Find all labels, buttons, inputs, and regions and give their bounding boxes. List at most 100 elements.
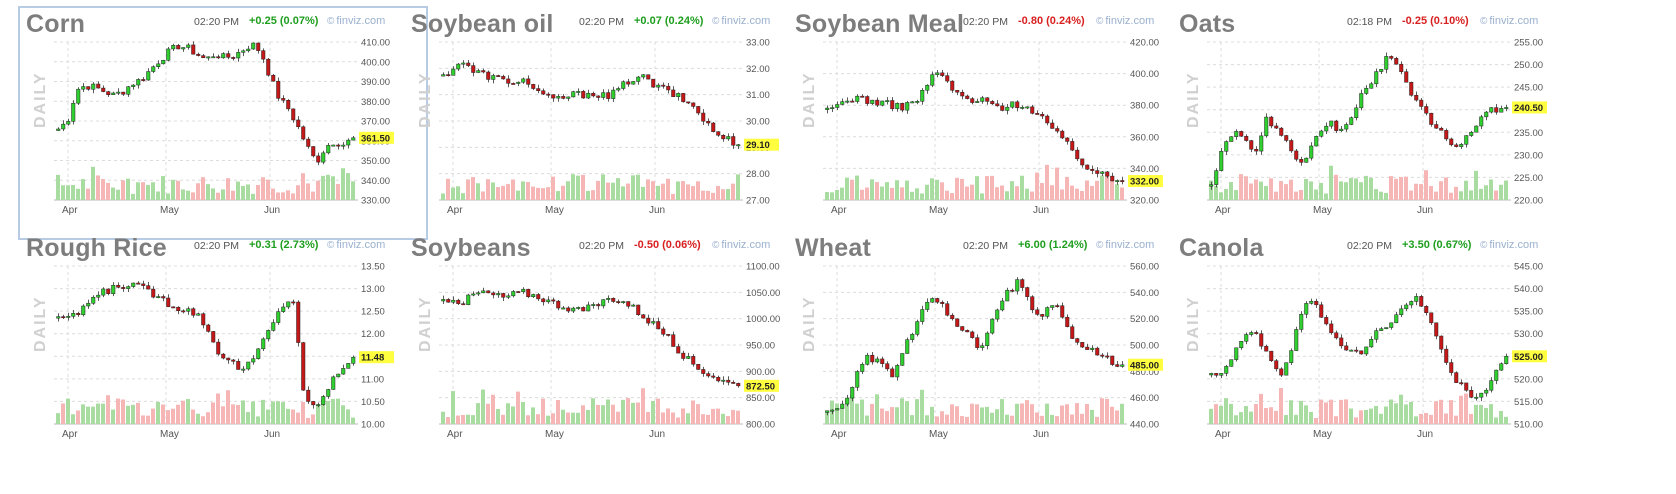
candle-body [466,62,471,66]
volume-bar [1429,186,1433,200]
volume-bar [521,401,525,424]
volume-bar [895,407,899,424]
candle-body [121,91,126,95]
y-tick-label: 380.00 [361,97,390,108]
volume-bar [501,414,505,424]
chart-panel-soybean-meal[interactable]: Soybean Meal 02:20 PM -0.80 (0.24%) © fin… [787,6,1197,240]
volume-bar [1269,407,1273,424]
candlestick-chart: 255.00250.00245.00240.00235.00230.00225.… [1207,38,1547,216]
volume-bar [161,176,165,200]
last-price-badge [359,351,394,364]
source-link[interactable]: © finviz.com [1480,15,1538,27]
candle-body [151,66,156,72]
source-link[interactable]: © finviz.com [1096,239,1154,251]
chart-panel-soybeans[interactable]: Soybeans 02:20 PM -0.50 (0.06%) © finviz.… [403,230,813,464]
volume-bar [136,402,140,424]
candle-body [1459,144,1464,147]
chart-panel-corn[interactable]: Corn 02:20 PM +0.25 (0.07%) © finviz.com … [18,6,428,240]
volume-bar [301,402,305,424]
volume-bar [910,191,914,200]
candle-body [1110,355,1115,365]
candle-body [651,321,656,324]
source-link[interactable]: © finviz.com [327,239,385,251]
candle-body [1060,305,1065,318]
volume-bar [351,181,355,200]
candle-body [696,106,701,114]
y-tick-label: 380.00 [1130,101,1159,112]
volume-bar [905,180,909,200]
volume-bar [855,403,859,424]
volume-bar [870,403,874,424]
y-tick-label: 225.00 [1514,173,1543,184]
chart-panel-wheat[interactable]: Wheat 02:20 PM +6.00 (1.24%) © finviz.com… [787,230,1197,464]
candle-body [236,52,241,59]
candle-body [146,71,151,81]
candle-body [1319,130,1324,137]
candle-body [1100,354,1105,357]
candle-body [825,410,830,413]
candle-body [156,63,161,67]
volume-bar [306,417,310,424]
candle-body [1499,108,1504,113]
candle-body [601,92,606,98]
chart-panel-oats[interactable]: Oats 02:18 PM -0.25 (0.10%) © finviz.com … [1171,6,1581,240]
volume-bar [446,178,450,200]
volume-bar [196,413,200,424]
quote-time: 02:20 PM [579,240,624,252]
volume-bar [611,182,615,200]
candle-body [1479,392,1484,398]
candle-body [930,74,935,86]
volume-bar [1314,189,1318,200]
volume-bar [1489,404,1493,424]
volume-bar [561,185,565,200]
source-link[interactable]: © finviz.com [327,15,385,27]
candle-body [736,383,741,387]
volume-bar [865,187,869,200]
candle-body [326,145,331,154]
chart-panel-rough-rice[interactable]: Rough Rice 02:20 PM +0.31 (2.73%) © finvi… [18,230,428,464]
candle-body [1050,122,1055,129]
candle-body [1264,116,1269,137]
candle-body [1239,340,1244,349]
candle-body [581,91,586,99]
volume-bar [241,185,245,200]
candle-body [1374,330,1379,340]
y-tick-label: 28.00 [746,169,770,180]
source-link[interactable]: © finviz.com [1480,239,1538,251]
chart-title: Wheat [795,234,871,262]
candle-body [181,310,186,313]
y-tick-label: 12.50 [361,307,385,318]
candle-body [591,304,596,306]
candle-body [850,100,855,103]
volume-bar [251,401,255,424]
volume-bar [646,179,650,200]
source-link[interactable]: © finviz.com [1096,15,1154,27]
volume-bar [1030,404,1034,424]
volume-bar [101,179,105,200]
candle-body [226,357,231,361]
volume-bar [291,193,295,200]
candle-body [241,368,246,371]
volume-bar [486,179,490,200]
chart-panel-soybean-oil[interactable]: Soybean oil 02:20 PM +0.07 (0.24%) © finv… [403,6,813,240]
volume-bar [1234,415,1238,424]
volume-bar [1449,192,1453,200]
candle-body [471,65,476,73]
source-link[interactable]: © finviz.com [712,15,770,27]
volume-bar [1319,182,1323,200]
volume-bar [940,411,944,424]
volume-bar [995,409,999,424]
chart-panel-canola[interactable]: Canola 02:20 PM +3.50 (0.67%) © finviz.co… [1171,230,1581,464]
volume-bar [501,185,505,200]
volume-bar [1334,174,1338,200]
candle-body [890,100,895,110]
volume-bar [191,409,195,424]
source-link[interactable]: © finviz.com [712,239,770,251]
volume-bar [1274,191,1278,200]
last-price-badge [359,131,394,144]
candle-body [930,298,935,303]
volume-bar [1304,405,1308,424]
candlestick-chart: 13.5013.0012.5012.0011.5011.0010.5010.00… [54,262,394,440]
volume-bar [1259,181,1263,200]
volume-bar [1209,408,1213,424]
